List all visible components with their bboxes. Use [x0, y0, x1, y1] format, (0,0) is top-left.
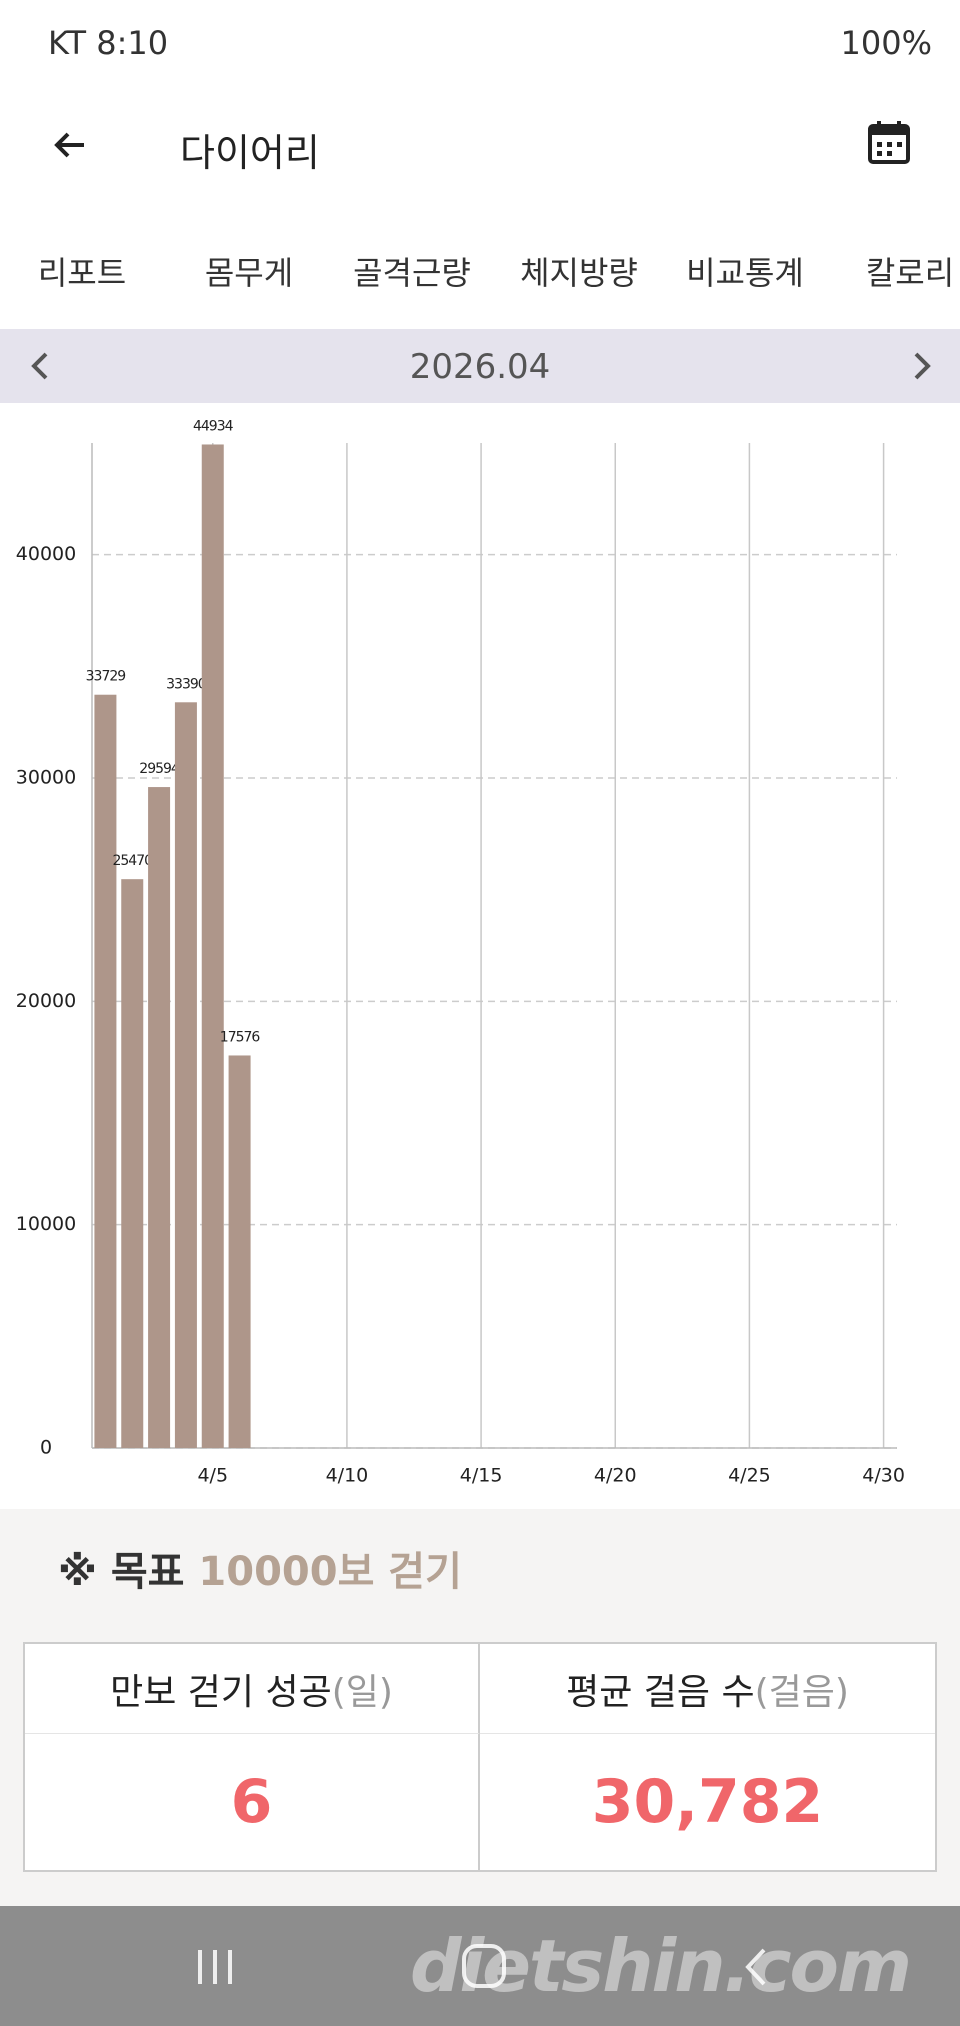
bar: [94, 694, 117, 1448]
back-button[interactable]: [50, 125, 90, 165]
tab[interactable]: 비교통계: [686, 254, 804, 292]
header-label: 만보 걷기 성공: [110, 1671, 332, 1713]
calendar-button[interactable]: [866, 118, 912, 166]
header-unit: (걸음): [754, 1671, 849, 1713]
x-tick-label: 4/25: [728, 1465, 771, 1487]
goal-target: 10000보 걷기: [198, 1549, 462, 1595]
bar: [174, 702, 197, 1448]
data-label: 25470: [112, 853, 152, 869]
bar: [228, 1055, 251, 1448]
next-month[interactable]: [906, 349, 936, 383]
y-tick-label: 10000: [16, 1213, 76, 1235]
y-tick-label: 40000: [16, 543, 76, 565]
status-time: KT 8:10: [48, 24, 169, 62]
tab[interactable]: 몸무게: [204, 254, 294, 292]
header-unit: (일): [331, 1671, 393, 1713]
stats-header: 평균 걸음 수 (걸음): [480, 1644, 935, 1734]
status-bar: KT 8:10 100%: [0, 0, 960, 90]
stats-value: 30,782: [591, 1767, 824, 1837]
x-tick-label: 4/30: [862, 1465, 905, 1487]
bar: [201, 444, 224, 1448]
stats-header: 만보 걷기 성공 (일): [25, 1644, 480, 1734]
nav-bar: dietshin.com: [0, 1906, 960, 2026]
data-label: 17576: [220, 1029, 261, 1045]
watermark: dietshin.com: [409, 1924, 912, 2008]
status-battery: 100%: [840, 24, 932, 62]
chart: 0 10000 20000 30000 40000 4/5 4/10 4/15 4/20 4/25…: [16, 418, 905, 1487]
tab-bar: 리포트 몸무게 골격근량 체지방량 비교통계 칼로리: [0, 240, 960, 326]
goal-area: ※ 목표 10000보 걷기 만보 걷기 성공 (일) 평균 걸음 수 (걸음) 6 …: [0, 1509, 960, 1906]
data-label: 29594: [139, 761, 180, 777]
y-tick-label: 0: [40, 1437, 52, 1459]
header-label: 평균 걸음 수: [566, 1671, 755, 1713]
tab[interactable]: 골격근량: [353, 254, 471, 292]
tab[interactable]: 칼로리: [865, 254, 955, 292]
data-label: 33390: [166, 676, 206, 692]
goal-label: ※ 목표: [58, 1549, 185, 1595]
goal: ※ 목표 10000보 걷기: [58, 1539, 462, 1597]
bar: [121, 879, 144, 1448]
x-tick-label: 4/5: [197, 1465, 228, 1487]
tab[interactable]: 리포트: [37, 254, 127, 292]
data-label: 33729: [86, 669, 126, 685]
x-tick-label: 4/15: [460, 1465, 503, 1487]
recent-apps[interactable]: [190, 1942, 240, 1992]
prev-month[interactable]: [26, 349, 56, 383]
y-tick-label: 20000: [16, 990, 76, 1012]
month-bar: 2026.04: [0, 329, 960, 403]
x-tick-label: 4/10: [326, 1465, 369, 1487]
back-nav[interactable]: [736, 1942, 776, 1992]
x-tick-label: 4/20: [594, 1465, 637, 1487]
stats-value: 6: [25, 1734, 480, 1870]
y-tick-label: 30000: [16, 767, 76, 789]
data-label: 44934: [193, 418, 234, 434]
page-title: 다이어리: [180, 131, 320, 175]
home-button[interactable]: [458, 1940, 510, 1992]
header: 다이어리: [0, 90, 960, 200]
stats-table: 만보 걷기 성공 (일) 평균 걸음 수 (걸음) 6 30,782: [23, 1642, 937, 1872]
tab[interactable]: 체지방량: [520, 254, 638, 292]
bar: [148, 787, 171, 1448]
month-label: 2026.04: [409, 347, 551, 387]
